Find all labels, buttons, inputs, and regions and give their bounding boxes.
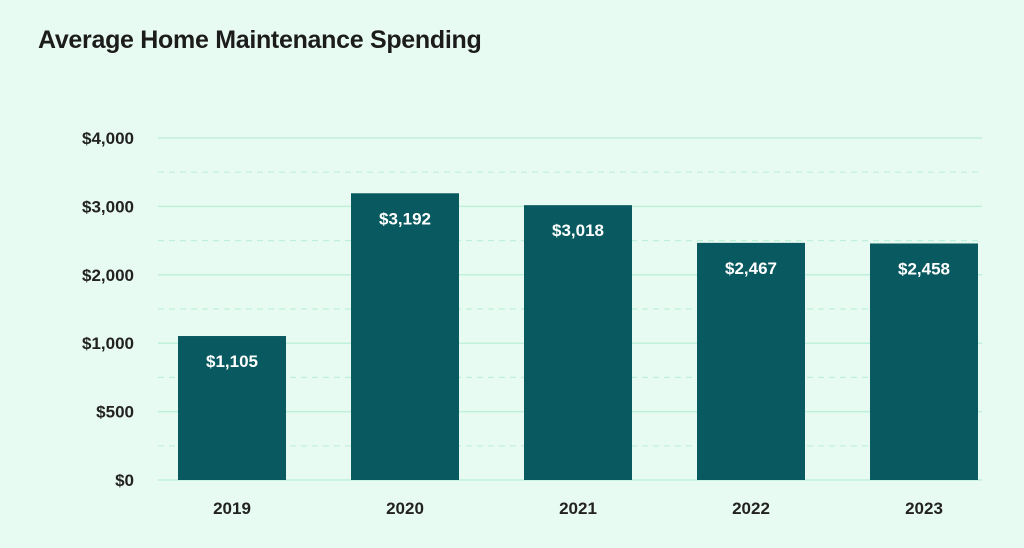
y-tick-label: $500 <box>96 403 134 422</box>
bar <box>351 193 459 480</box>
bar-value-label: $3,192 <box>379 209 431 228</box>
bar-value-label: $3,018 <box>552 221 604 240</box>
chart-title: Average Home Maintenance Spending <box>38 26 482 54</box>
bar <box>697 242 805 480</box>
y-tick-label: $1,000 <box>82 334 134 353</box>
bar-value-label: $1,105 <box>206 352 258 371</box>
bar-value-label: $2,467 <box>725 259 777 278</box>
x-tick-label: 2020 <box>386 499 424 518</box>
y-tick-label: $0 <box>115 471 134 490</box>
bar <box>524 205 632 480</box>
x-tick-label: 2019 <box>213 499 251 518</box>
x-tick-label: 2023 <box>905 499 943 518</box>
y-tick-label: $3,000 <box>82 197 134 216</box>
y-tick-label: $4,000 <box>82 129 134 148</box>
x-tick-label: 2021 <box>559 499 597 518</box>
x-tick-label: 2022 <box>732 499 770 518</box>
bar-value-label: $2,458 <box>898 259 950 278</box>
bar <box>870 243 978 480</box>
bar <box>178 336 286 480</box>
y-tick-label: $2,000 <box>82 266 134 285</box>
